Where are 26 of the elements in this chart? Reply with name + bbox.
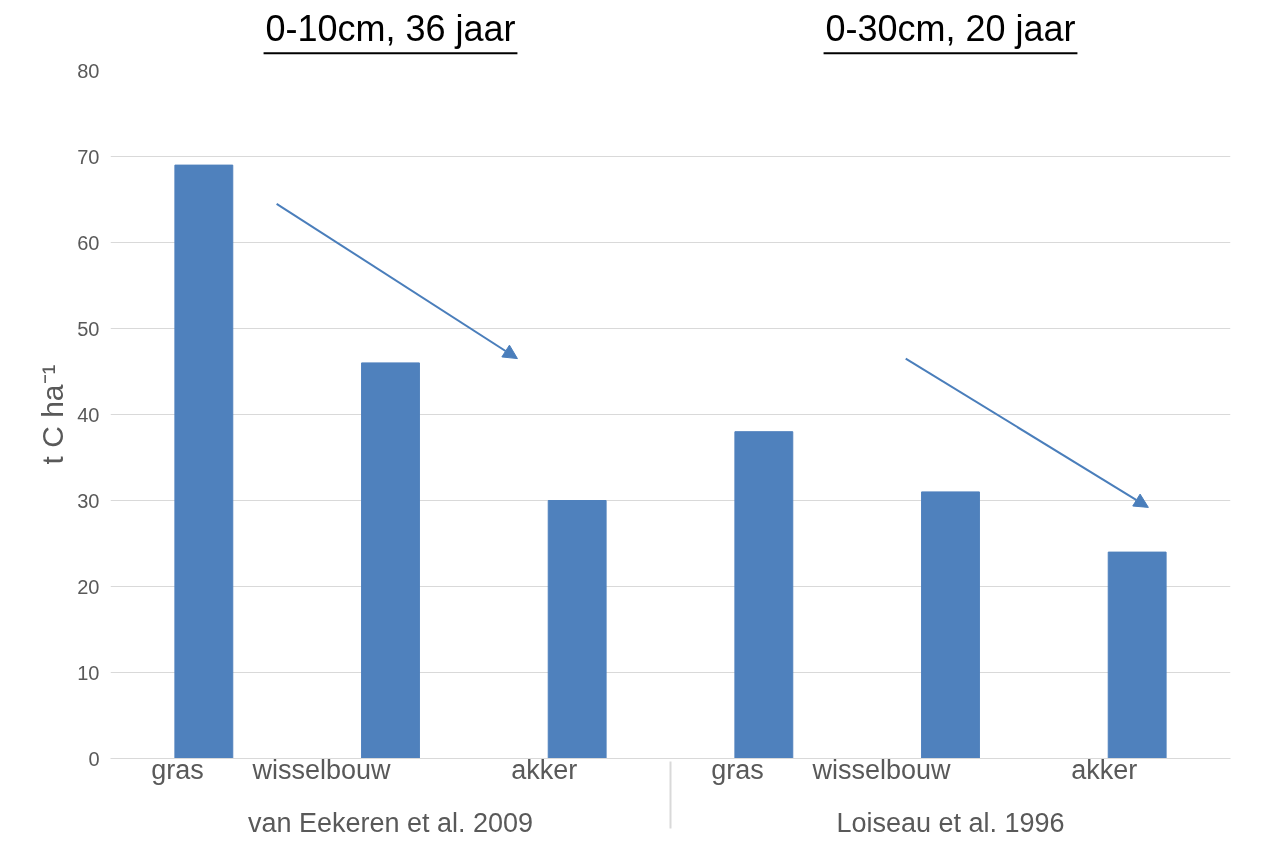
y-tick-label: 50 [77, 317, 100, 340]
y-tick-label: 30 [77, 489, 100, 512]
x-tick-label: akker [1071, 754, 1138, 785]
y-tick-label: 70 [77, 145, 100, 168]
y-tick-label: 20 [77, 575, 100, 598]
y-tick-label: 80 [77, 59, 100, 82]
bar [361, 362, 420, 759]
bar [174, 164, 234, 759]
bar [734, 431, 794, 759]
bar [921, 491, 980, 759]
text: 0-30cm, 20 jaar [825, 7, 1076, 49]
x-tick-label: gras [711, 754, 764, 785]
y-tick-label: 0 [88, 747, 100, 770]
x-tick-label: wisselbouw [251, 754, 391, 785]
x-tick-label: gras [151, 754, 204, 785]
text: van Eekeren et al. 2009 [247, 807, 534, 838]
y-tick-label: 10 [77, 661, 100, 684]
bar [547, 500, 607, 759]
bar [1107, 551, 1167, 759]
text: Loiseau et al. 1996 [836, 807, 1065, 838]
y-tick-label: 40 [77, 403, 100, 426]
y-tick-label: 60 [77, 231, 100, 254]
y-axis-title: t C ha⁻¹ [36, 364, 70, 465]
x-tick-label: wisselbouw [811, 754, 951, 785]
x-tick-label: akker [511, 754, 578, 785]
text: 0-10cm, 36 jaar [265, 7, 516, 49]
